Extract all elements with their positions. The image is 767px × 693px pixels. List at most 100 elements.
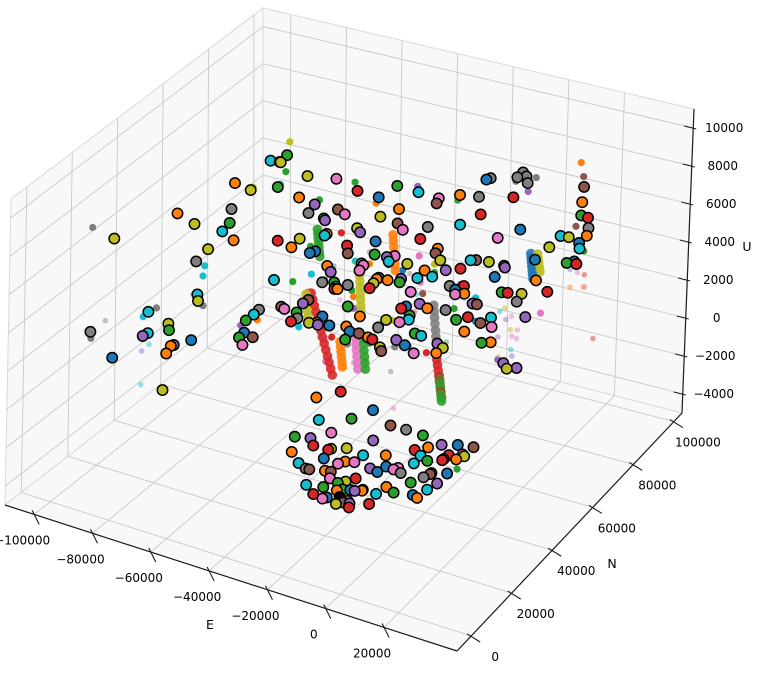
data-point <box>384 419 397 432</box>
e-tick-label: −20000 <box>231 609 279 623</box>
data-point <box>278 302 291 315</box>
n-tick <box>466 633 481 643</box>
data-point <box>285 315 297 328</box>
data-point <box>514 223 527 236</box>
data-point <box>192 295 204 307</box>
data-point <box>225 203 238 215</box>
data-point <box>513 335 520 342</box>
data-point <box>507 191 520 204</box>
n-tick <box>629 461 643 471</box>
data-point <box>227 234 240 247</box>
floor-grid-e <box>325 381 561 609</box>
e-tick <box>206 566 215 582</box>
left-wall-grid-n <box>206 49 209 349</box>
n-tick-label: 80000 <box>638 478 676 492</box>
n-tick <box>507 590 522 600</box>
e-tick <box>264 585 273 601</box>
data-point <box>411 272 424 285</box>
data-point <box>247 308 260 321</box>
data-point <box>562 231 575 244</box>
axis-spines <box>4 108 695 652</box>
data-point-trail <box>353 364 363 374</box>
n-tick-label: 20000 <box>517 607 555 621</box>
data-point <box>482 255 495 268</box>
tick-marks <box>31 125 697 643</box>
floor-grid-n <box>207 347 634 465</box>
data-point <box>480 173 493 186</box>
floor-grid-e <box>383 395 615 628</box>
data-point <box>421 483 434 496</box>
data-point <box>449 288 462 301</box>
data-point <box>474 208 487 221</box>
n-tick <box>588 504 603 514</box>
floor-grid-n <box>67 455 512 594</box>
data-point <box>572 222 580 230</box>
data-point <box>464 254 477 267</box>
u-tick-label: 0 <box>713 311 721 325</box>
data-point <box>338 208 351 221</box>
e-tick-label: −80000 <box>56 552 104 566</box>
data-point <box>454 262 467 275</box>
data-point <box>422 441 435 454</box>
data-point <box>330 172 343 185</box>
data-point <box>453 465 461 473</box>
data-point <box>312 413 325 426</box>
data-point <box>367 404 379 417</box>
data-point <box>536 309 545 317</box>
data-point <box>318 229 331 242</box>
data-point <box>239 314 252 327</box>
u-tick <box>679 239 692 244</box>
data-point <box>303 247 316 259</box>
data-point <box>268 274 280 286</box>
data-point <box>295 323 303 331</box>
data-point <box>475 336 488 349</box>
data-point <box>398 339 411 352</box>
data-point <box>341 279 354 291</box>
data-point <box>412 186 425 199</box>
data-point <box>404 476 417 489</box>
axis-name-labels: E N U <box>206 239 752 632</box>
data-point <box>246 331 259 344</box>
data-point <box>530 274 542 287</box>
n-tick <box>547 547 562 557</box>
data-point <box>573 242 586 255</box>
data-point <box>421 221 434 233</box>
u-tick-label: 8000 <box>707 159 738 173</box>
data-point <box>310 391 323 404</box>
data-point <box>301 170 314 183</box>
back-wall-grid-u <box>262 174 688 281</box>
data-point <box>379 449 392 462</box>
data-point <box>308 198 321 211</box>
u-tick-label: −2000 <box>695 349 736 363</box>
data-point-trail <box>337 362 348 372</box>
data-point <box>430 347 443 360</box>
data-point <box>329 497 342 510</box>
e-tick <box>323 604 332 619</box>
data-point <box>341 300 354 313</box>
data-point <box>470 298 483 311</box>
data-point <box>543 241 556 254</box>
back-wall-grid-e <box>289 14 292 312</box>
data-point <box>342 501 355 514</box>
data-point <box>296 297 309 310</box>
data-point <box>303 463 316 476</box>
data-point <box>496 308 503 315</box>
back-wall-grid-e <box>451 53 459 354</box>
left-wall-grid-u <box>9 63 264 257</box>
data-point <box>274 156 287 169</box>
data-point <box>334 385 347 398</box>
left-wall-grid-u <box>6 211 264 410</box>
data-point <box>375 345 388 358</box>
data-point <box>541 285 554 298</box>
data-point <box>439 264 452 277</box>
u-tick <box>676 315 689 320</box>
n-axis-label: N <box>607 556 616 571</box>
data-point <box>521 177 534 190</box>
data-point <box>348 484 361 497</box>
data-point <box>529 253 541 266</box>
data-point <box>439 304 452 317</box>
u-tick <box>682 163 695 168</box>
data-point <box>387 486 400 499</box>
data-point <box>142 305 155 318</box>
data-point <box>138 348 145 354</box>
